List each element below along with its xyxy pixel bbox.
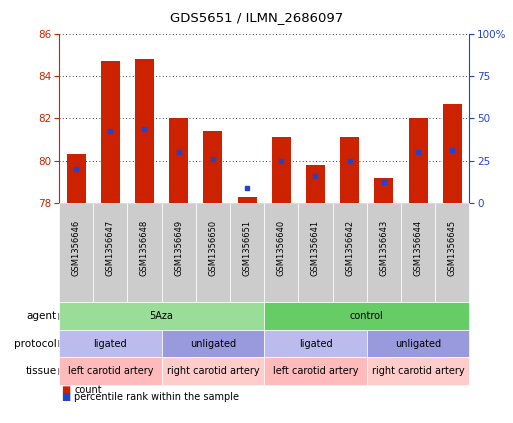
- Bar: [169, 118, 188, 203]
- Text: agent: agent: [26, 311, 56, 321]
- Bar: [67, 154, 86, 203]
- Text: GSM1356640: GSM1356640: [277, 220, 286, 276]
- Bar: [204, 131, 222, 203]
- Text: protocol: protocol: [14, 339, 56, 349]
- Bar: [409, 118, 427, 203]
- Text: GDS5651 / ILMN_2686097: GDS5651 / ILMN_2686097: [170, 11, 343, 24]
- Bar: [101, 61, 120, 203]
- Text: ligated: ligated: [93, 339, 127, 349]
- Text: GSM1356651: GSM1356651: [243, 220, 251, 276]
- Bar: [374, 178, 393, 203]
- Text: right carotid artery: right carotid artery: [167, 366, 259, 376]
- Text: GSM1356648: GSM1356648: [140, 220, 149, 276]
- Text: ■: ■: [62, 385, 71, 396]
- Text: GSM1356646: GSM1356646: [72, 220, 81, 276]
- Text: ligated: ligated: [299, 339, 332, 349]
- Text: ■: ■: [62, 392, 71, 402]
- Text: control: control: [350, 311, 384, 321]
- Bar: [238, 197, 256, 203]
- Text: left carotid artery: left carotid artery: [68, 366, 153, 376]
- Text: GSM1356642: GSM1356642: [345, 220, 354, 276]
- Text: unligated: unligated: [395, 339, 441, 349]
- Text: right carotid artery: right carotid artery: [372, 366, 464, 376]
- Text: unligated: unligated: [190, 339, 236, 349]
- Bar: [272, 137, 291, 203]
- Text: GSM1356645: GSM1356645: [448, 220, 457, 276]
- Text: GSM1356644: GSM1356644: [413, 220, 423, 276]
- Text: GSM1356649: GSM1356649: [174, 220, 183, 276]
- Text: left carotid artery: left carotid artery: [273, 366, 358, 376]
- Bar: [340, 137, 359, 203]
- Polygon shape: [58, 313, 68, 320]
- Text: tissue: tissue: [25, 366, 56, 376]
- Text: GSM1356647: GSM1356647: [106, 220, 115, 276]
- Text: GSM1356641: GSM1356641: [311, 220, 320, 276]
- Bar: [443, 104, 462, 203]
- Text: percentile rank within the sample: percentile rank within the sample: [74, 392, 240, 402]
- Polygon shape: [58, 368, 68, 375]
- Bar: [306, 165, 325, 203]
- Bar: [135, 59, 154, 203]
- Text: 5Aza: 5Aza: [150, 311, 173, 321]
- Text: GSM1356643: GSM1356643: [380, 220, 388, 276]
- Text: count: count: [74, 385, 102, 396]
- Polygon shape: [58, 341, 68, 347]
- Text: GSM1356650: GSM1356650: [208, 220, 218, 276]
